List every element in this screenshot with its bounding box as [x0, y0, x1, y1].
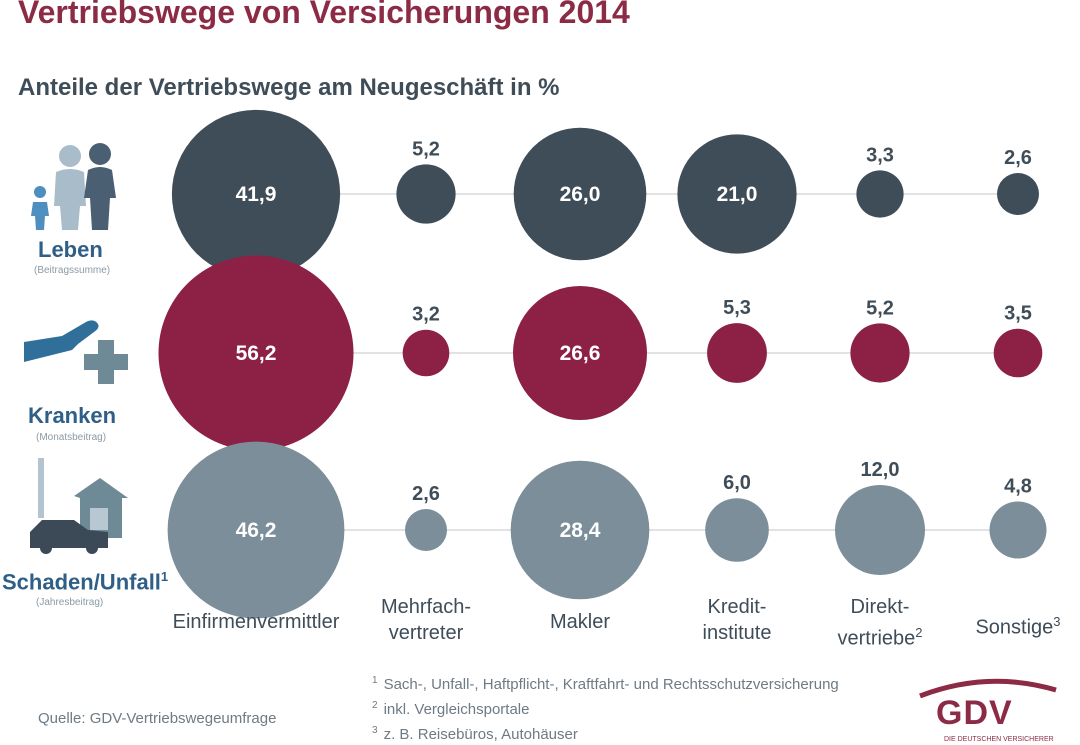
bubble-2-5: [850, 323, 910, 383]
value-label-1-4: 21,0: [717, 183, 758, 206]
category-label-direktvertriebe: Direkt-vertriebe2: [837, 596, 923, 650]
value-label-3-3: 28,4: [560, 519, 601, 542]
row-sub-leben: (Beitragssumme): [34, 265, 111, 276]
bubble-1-6: [997, 173, 1039, 215]
value-label-2-5: 5,2: [866, 297, 894, 319]
bubble-3-1: [167, 441, 345, 619]
bubble-2-1: [158, 255, 354, 451]
bubble-2-6: [993, 328, 1043, 378]
category-label-sonstige: Sonstige3: [975, 614, 1061, 639]
chart-title: Vertriebswege von Versicherungen 2014: [18, 0, 630, 30]
value-label-1-6: 2,6: [1004, 147, 1032, 169]
bubble-2-2: [402, 329, 450, 377]
category-label-mehrfachvertreter: Mehrfach-vertreter: [380, 596, 472, 644]
value-label-3-1: 46,2: [236, 519, 277, 542]
gdv-logo: GDV: [936, 694, 1013, 732]
bubble-3-2: [405, 509, 447, 551]
house-car-icon: [30, 458, 128, 554]
value-label-2-3: 26,6: [560, 342, 601, 365]
gdv-logo-subline: DIE DEUTSCHEN VERSICHERER: [944, 736, 1054, 743]
footnote-1: 1 Sach-, Unfall-, Haftpflicht-, Kraftfahr…: [372, 675, 839, 693]
bubble-1-1: [171, 109, 341, 279]
chart-subtitle: Anteile der Vertriebswege am Neugeschäft…: [18, 74, 560, 101]
source-note: Quelle: GDV-Vertriebswegeumfrage: [38, 710, 277, 727]
row-label-leben: Leben: [38, 237, 103, 262]
value-label-3-4: 6,0: [723, 472, 751, 494]
row-sub-kranken: (Monatsbeitrag): [36, 432, 107, 443]
family-icon: [31, 143, 116, 230]
health-care-icon: [24, 320, 128, 384]
bubble-1-5: [856, 170, 904, 218]
bubble-2-3: [513, 286, 647, 420]
value-label-2-4: 5,3: [723, 297, 751, 319]
value-label-3-6: 4,8: [1004, 476, 1032, 498]
bubble-1-4: [677, 134, 797, 254]
category-label-kreditinstitute: Kredit-institute: [702, 596, 772, 644]
value-label-1-2: 5,2: [412, 138, 440, 160]
value-label-1-5: 3,3: [866, 144, 894, 166]
category-label-makler: Makler: [549, 611, 611, 633]
logo-arc-icon: [919, 678, 1057, 698]
row-label-kranken: Kranken: [28, 403, 117, 428]
bubble-3-5: [835, 485, 925, 575]
row-label-schaden: Schaden/Unfall1: [2, 569, 169, 595]
footnote-2: 2 inkl. Vergleichsportale: [372, 700, 530, 718]
value-label-3-5: 12,0: [861, 459, 900, 481]
bubble-3-6: [989, 501, 1047, 559]
category-label-einfirmenvermittler: Einfirmenvermittler: [172, 611, 340, 633]
value-label-2-1: 56,2: [236, 342, 277, 365]
value-label-2-2: 3,2: [412, 304, 440, 326]
footnotes: 1 Sach-, Unfall-, Haftpflicht-, Kraftfahr…: [372, 670, 839, 745]
footnote-3: 3 z. B. Reisebüros, Autohäuser: [372, 725, 578, 743]
value-label-3-2: 2,6: [412, 483, 440, 505]
bubble-2-4: [707, 323, 767, 383]
bubble-1-3: [513, 127, 647, 261]
value-label-1-3: 26,0: [560, 183, 601, 206]
row-sub-schaden: (Jahresbeitrag): [36, 597, 104, 608]
bubble-1-2: [396, 164, 456, 224]
value-label-2-6: 3,5: [1004, 303, 1032, 325]
bubble-3-4: [705, 498, 769, 562]
bubble-3-3: [510, 460, 650, 600]
value-label-1-1: 41,9: [236, 183, 277, 206]
